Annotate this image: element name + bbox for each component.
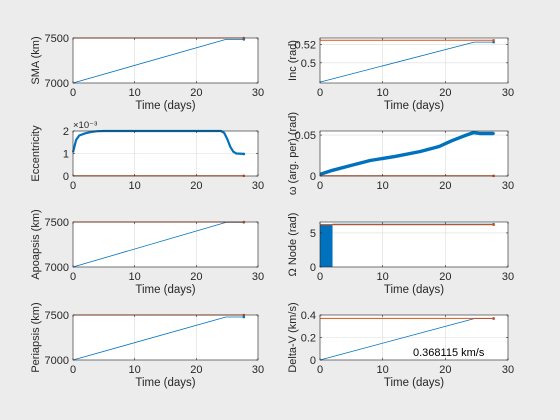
series-line xyxy=(72,39,244,84)
x-axis-label: Time (days) xyxy=(135,100,195,112)
x-tick-label: 20 xyxy=(190,87,202,99)
end-marker xyxy=(492,223,495,227)
y-tick-label: 0.2 xyxy=(301,333,316,345)
x-tick-label: 30 xyxy=(252,364,264,376)
x-tick-label: 20 xyxy=(439,180,451,192)
x-tick-label: 0 xyxy=(317,364,323,376)
x-tick-label: 20 xyxy=(439,364,451,376)
y-tick-label: 7000 xyxy=(45,262,69,274)
x-tick-label: 30 xyxy=(252,271,264,283)
y-tick-label: 0.4 xyxy=(301,310,316,322)
subplot-inc: 0 10 20 30 0.5 0.52 Time (days) Inc (rad) xyxy=(287,37,514,112)
y-tick-label: 7500 xyxy=(45,310,69,322)
x-tick-label: 30 xyxy=(502,180,514,192)
x-tick-label: 20 xyxy=(439,271,451,283)
y-tick-label: 0.5 xyxy=(301,58,316,70)
series-band xyxy=(320,224,333,267)
y-tick-label: 0.05 xyxy=(295,130,316,142)
axes-box xyxy=(72,314,259,361)
x-tick-label: 10 xyxy=(377,180,389,192)
series-line xyxy=(319,41,494,83)
y-tick-label: 7500 xyxy=(45,33,69,45)
y-tick-label: 1 xyxy=(63,149,69,161)
axes-box xyxy=(319,37,509,84)
y-tick-label: 0 xyxy=(310,171,316,183)
y-tick-label: 0.52 xyxy=(295,39,316,51)
y-axis-label: Inc (rad) xyxy=(287,40,299,81)
x-tick-label: 10 xyxy=(377,364,389,376)
y-tick-label: 0 xyxy=(63,171,69,183)
y-exponent-label: ×10⁻³ xyxy=(73,120,97,131)
axes-box xyxy=(72,37,259,84)
y-axis-label: ω (arg. per) (rad) xyxy=(287,112,299,195)
end-marker xyxy=(242,152,246,156)
y-axis-label: Apoapsis (km) xyxy=(30,209,42,279)
y-axis-label: Periapsis (km) xyxy=(30,302,42,372)
end-marker xyxy=(492,40,495,44)
axes-background xyxy=(320,38,508,83)
x-tick-label: 0 xyxy=(70,180,76,192)
y-axis-label: SMA (km) xyxy=(30,36,42,84)
x-tick-label: 0 xyxy=(70,87,76,99)
x-tick-label: 10 xyxy=(129,271,141,283)
axes-background xyxy=(73,315,258,360)
end-marker xyxy=(242,315,246,319)
x-tick-label: 20 xyxy=(190,271,202,283)
subplot-sma: 0 10 20 30 7000 7500 Time (days) SMA (km) xyxy=(30,33,264,112)
annotation-text: 0.368115 km/s xyxy=(413,347,485,359)
axes-box xyxy=(319,221,509,268)
subplot-peri: 0 10 20 30 7000 7500 Time (days) Periapsis (km) xyxy=(30,302,264,389)
end-marker xyxy=(492,38,495,42)
x-tick-label: 30 xyxy=(502,87,514,99)
x-tick-label: 10 xyxy=(129,87,141,99)
series-line xyxy=(319,130,494,177)
x-tick-label: 10 xyxy=(377,87,389,99)
axes-background xyxy=(73,38,258,83)
x-axis-label: Time (days) xyxy=(384,284,444,296)
x-tick-label: 0 xyxy=(317,271,323,283)
x-tick-label: 10 xyxy=(377,271,389,283)
subplot-argper: 0 10 20 30 0 0.05ω (arg. per) (rad) xyxy=(287,112,514,195)
subplot-node: 0 10 20 30 0 5 Time (days) Ω Node (rad) xyxy=(287,213,514,296)
y-tick-label: 2 xyxy=(63,126,69,138)
end-marker xyxy=(492,132,495,135)
y-axis-label: Ω Node (rad) xyxy=(287,213,299,277)
x-tick-label: 10 xyxy=(129,364,141,376)
x-tick-label: 20 xyxy=(190,180,202,192)
axes-background xyxy=(73,222,258,267)
y-tick-label: 7000 xyxy=(45,355,69,367)
x-axis-label: Time (days) xyxy=(135,284,195,296)
subplot-dv: 0 10 20 30 0 0.2 0.4 Time (days) Delta-V (km/s) 0… xyxy=(287,302,514,389)
y-tick-label: 7000 xyxy=(45,78,69,90)
x-tick-label: 20 xyxy=(190,364,202,376)
x-tick-label: 0 xyxy=(70,271,76,283)
x-tick-label: 0 xyxy=(317,87,323,99)
x-tick-label: 10 xyxy=(129,180,141,192)
y-axis-label: Eccentricity xyxy=(30,125,42,182)
x-tick-label: 0 xyxy=(317,180,323,192)
subplot-ecc: 0 10 20 30 0 1 2 ×10⁻³ Eccentricity xyxy=(30,120,264,192)
x-tick-label: 0 xyxy=(70,364,76,376)
subplot-apo: 0 10 20 30 7000 7500 Time (days) Apoapsis (km) xyxy=(30,209,264,296)
end-marker xyxy=(492,317,495,320)
x-axis-label: Time (days) xyxy=(135,377,195,389)
x-tick-label: 30 xyxy=(502,364,514,376)
y-tick-label: 7500 xyxy=(45,217,69,229)
axes-box xyxy=(72,221,259,268)
x-tick-label: 30 xyxy=(252,87,264,99)
x-tick-label: 20 xyxy=(439,87,451,99)
series-line xyxy=(72,316,244,361)
x-tick-label: 30 xyxy=(252,180,264,192)
y-tick-label: 5 xyxy=(310,228,316,240)
x-tick-label: 30 xyxy=(502,271,514,283)
y-tick-label: 0 xyxy=(310,355,316,367)
axes-background xyxy=(320,222,508,267)
y-tick-label: 0 xyxy=(310,262,316,274)
axes-box xyxy=(319,130,509,177)
x-axis-label: Time (days) xyxy=(384,377,444,389)
y-axis-label: Delta-V (km/s) xyxy=(287,302,299,372)
x-axis-label: Time (days) xyxy=(384,100,444,112)
